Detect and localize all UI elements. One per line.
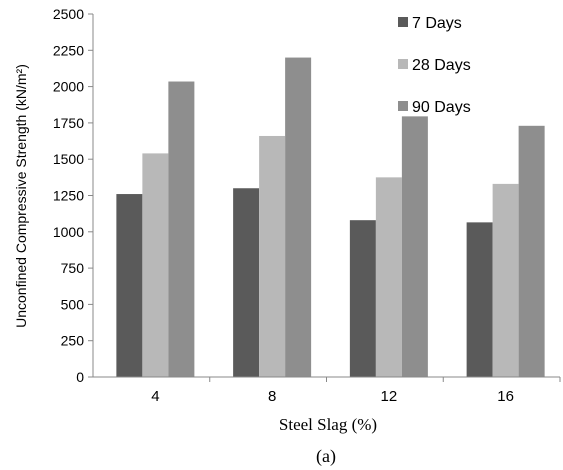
y-tick-label: 0: [76, 369, 84, 385]
bar: [285, 57, 312, 378]
y-tick-label: 500: [61, 296, 85, 312]
y-tick-label: 2250: [53, 42, 84, 58]
x-ticks: 4 8 12 16: [151, 377, 561, 405]
y-tick-label: 750: [61, 260, 85, 276]
legend-swatch: [398, 17, 408, 27]
y-tick-label: 2500: [53, 6, 84, 22]
y-tick-label: 1250: [53, 188, 84, 204]
y-tick-label: 1500: [53, 151, 84, 167]
x-tick-label: 4: [151, 388, 159, 405]
y-tick-label: 1000: [53, 224, 84, 240]
x-tick-label: 8: [268, 388, 276, 405]
x-tick-label: 16: [497, 388, 514, 405]
y-tick-label: 1750: [53, 115, 84, 131]
bars-layer: [116, 57, 545, 378]
y-axis-title: Unconfined Compressive Strength (kN/m²): [13, 64, 29, 328]
bar: [492, 183, 519, 377]
legend-label: 7 Days: [412, 15, 462, 32]
legend-swatch: [398, 59, 408, 69]
bar: [116, 194, 143, 377]
y-tick-label: 2000: [53, 79, 84, 95]
bar: [375, 177, 402, 377]
legend: 7 Days 28 Days 90 Days: [398, 15, 471, 116]
legend-label: 90 Days: [412, 99, 471, 116]
bar: [259, 135, 286, 377]
bar: [518, 125, 545, 377]
y-ticks: 0 250 500 750 1000 1250 1500 1750 2000 2250 2500: [53, 6, 93, 385]
legend-swatch: [398, 101, 408, 111]
bar: [401, 116, 428, 377]
bar: [233, 188, 260, 377]
bar: [349, 220, 376, 377]
x-axis-title: Steel Slag (%): [279, 415, 377, 434]
figure-caption: (a): [316, 446, 336, 467]
bar: [142, 153, 169, 377]
y-tick-label: 250: [61, 333, 85, 349]
bar: [466, 222, 493, 377]
x-tick-label: 12: [381, 388, 398, 405]
bar: [168, 81, 195, 377]
legend-label: 28 Days: [412, 57, 471, 74]
